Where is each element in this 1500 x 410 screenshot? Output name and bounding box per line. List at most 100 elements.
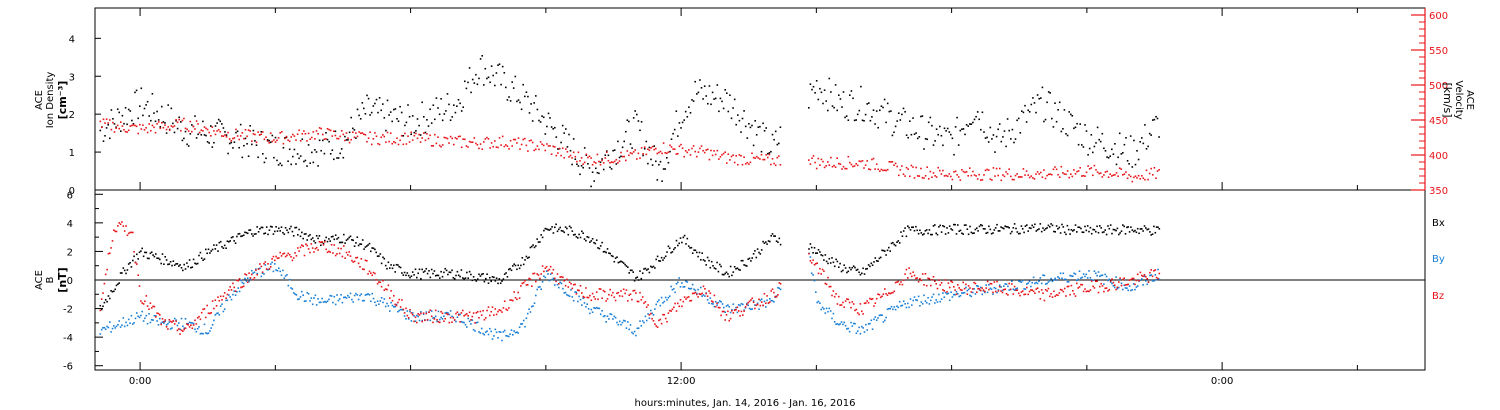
- bz-point: [893, 290, 896, 293]
- bx-point: [223, 244, 226, 247]
- bx-point: [1011, 230, 1013, 233]
- density-point: [451, 116, 453, 118]
- by-point: [1100, 274, 1102, 277]
- bx-point: [1039, 223, 1042, 225]
- bx-point: [356, 236, 359, 238]
- by-point: [279, 270, 281, 273]
- velocity-point: [167, 126, 169, 128]
- bx-point: [161, 253, 164, 255]
- by-point: [1112, 285, 1115, 287]
- density-point: [948, 131, 951, 133]
- by-point: [242, 282, 245, 285]
- density-point: [1085, 130, 1088, 132]
- bz-point: [249, 277, 252, 279]
- bx-point: [525, 255, 528, 258]
- bx-point: [133, 255, 135, 258]
- bz-point: [614, 299, 617, 302]
- by-point: [1136, 285, 1139, 287]
- x-ticks: 0:00 12:00 0:00: [129, 8, 1358, 387]
- by-point: [145, 314, 148, 317]
- bx-point: [581, 230, 583, 233]
- bx-point: [125, 272, 127, 275]
- velocity-point: [134, 124, 136, 127]
- bz-point: [330, 244, 333, 246]
- by-point: [303, 300, 306, 302]
- density-point: [822, 102, 824, 105]
- density-point: [1103, 147, 1105, 150]
- bz-point: [349, 255, 352, 257]
- density-point: [1136, 150, 1138, 152]
- bx-point: [244, 231, 246, 234]
- velocity-point: [350, 138, 352, 141]
- bz-point: [353, 260, 356, 263]
- bz-point: [962, 281, 964, 284]
- by-point: [779, 288, 782, 291]
- bx-point: [875, 260, 878, 262]
- bx-point: [229, 240, 231, 242]
- by-point: [291, 288, 294, 290]
- by-point: [357, 298, 360, 301]
- bx-point: [494, 280, 497, 282]
- bx-point: [232, 236, 234, 238]
- bz-point: [942, 289, 944, 291]
- density-point: [468, 67, 471, 69]
- by-point: [375, 304, 377, 307]
- bz-point: [617, 291, 620, 294]
- velocity-point: [1156, 170, 1159, 172]
- bx-point: [690, 246, 693, 249]
- by-point: [1158, 278, 1161, 281]
- bz-point: [720, 314, 722, 317]
- bz-point: [1109, 280, 1112, 282]
- bx-point: [524, 259, 526, 261]
- bz-point: [560, 276, 563, 278]
- by-point: [759, 299, 762, 302]
- by-point: [618, 320, 621, 323]
- density-point: [262, 153, 264, 155]
- bx-point: [1009, 232, 1012, 235]
- bz-point: [337, 247, 340, 250]
- density-point: [1024, 104, 1026, 107]
- bx-point: [827, 262, 829, 265]
- bx-point: [238, 232, 241, 235]
- by-point: [778, 287, 781, 290]
- bx-point: [748, 257, 751, 260]
- by-point: [326, 300, 329, 302]
- bx-point: [767, 240, 770, 242]
- velocity-point: [481, 148, 483, 150]
- bx-point: [448, 271, 451, 273]
- by-point: [896, 305, 898, 307]
- bz-point: [760, 301, 763, 303]
- velocity-point: [143, 129, 146, 131]
- bz-point: [351, 259, 353, 262]
- bz-point: [938, 279, 940, 281]
- bz-point: [1049, 295, 1051, 298]
- by-point: [495, 331, 498, 334]
- bz-point: [236, 279, 238, 282]
- field-label-line1: ACE: [34, 270, 45, 290]
- by-point: [1088, 270, 1090, 272]
- velocity-point: [1125, 171, 1127, 173]
- velocity-point: [301, 133, 304, 135]
- velocity-point: [612, 161, 614, 164]
- by-point: [1126, 287, 1128, 289]
- bz-point: [717, 306, 720, 309]
- bz-point: [886, 294, 889, 296]
- bx-point: [249, 229, 252, 231]
- by-point: [890, 305, 893, 308]
- velocity-point: [249, 130, 251, 132]
- bz-point: [597, 298, 599, 301]
- density-point: [113, 123, 116, 125]
- bz-point: [234, 290, 237, 292]
- bz-point: [973, 281, 975, 284]
- bx-point: [970, 231, 973, 234]
- by-point: [852, 322, 855, 325]
- density-point: [689, 112, 692, 114]
- bx-point: [1155, 226, 1158, 228]
- velocity-point: [697, 151, 700, 153]
- bx-point: [969, 225, 971, 228]
- velocity-point: [626, 150, 629, 152]
- density-point: [408, 115, 411, 118]
- bz-point: [867, 302, 870, 304]
- bz-point: [604, 290, 606, 293]
- by-point: [562, 287, 564, 290]
